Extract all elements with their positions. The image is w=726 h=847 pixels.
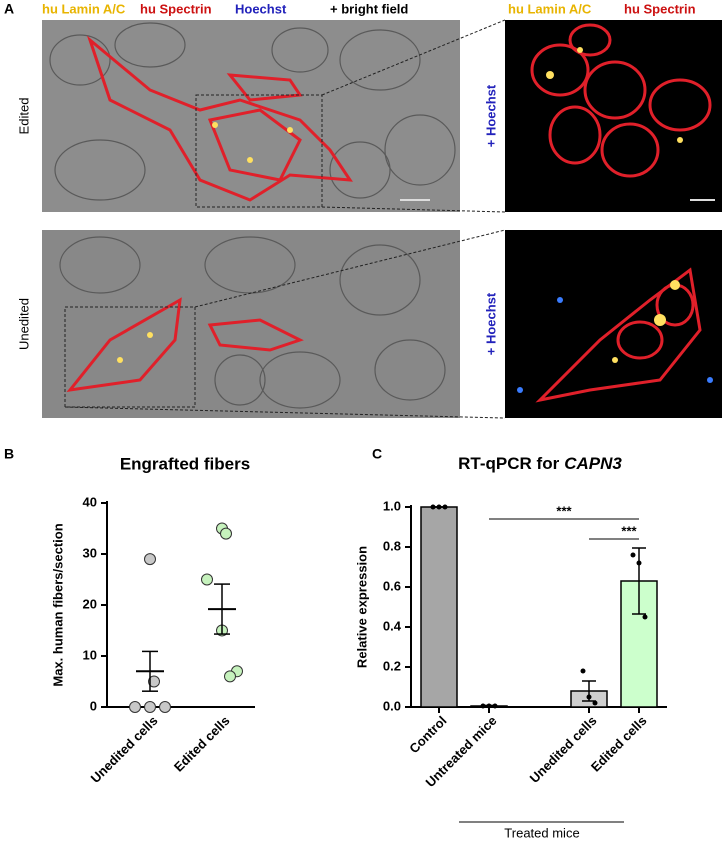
- data-point: [430, 504, 436, 510]
- zoom-line: [321, 19, 506, 96]
- data-point: [144, 701, 156, 713]
- micrograph: [42, 230, 460, 418]
- bar: [620, 580, 658, 708]
- y-tick-label: 0: [90, 698, 97, 713]
- x-tick-label: Unedited cells: [88, 713, 161, 786]
- data-point: [442, 504, 448, 510]
- chart-title: Engrafted fibers: [120, 454, 250, 473]
- micrograph: [42, 20, 460, 212]
- legend-text: + bright field: [330, 1, 408, 16]
- legend-text: hu Spectrin: [140, 1, 212, 16]
- inset-label: + Hoechst: [483, 292, 498, 355]
- x-tick-label: Edited cells: [171, 713, 233, 775]
- data-point: [492, 703, 498, 709]
- zoom-line: [321, 206, 506, 213]
- data-point: [580, 668, 586, 674]
- inset-label: + Hoechst: [483, 84, 498, 147]
- x-tick-label: Unedited cells: [527, 713, 600, 786]
- data-point: [129, 701, 141, 713]
- bar: [420, 506, 458, 708]
- data-point: [159, 701, 171, 713]
- row-label: Unedited: [16, 298, 31, 350]
- x-tick-label: Control: [406, 713, 449, 756]
- y-tick-label: 20: [83, 596, 97, 611]
- data-point: [436, 504, 442, 510]
- zoom-line: [64, 406, 506, 419]
- y-axis-label: Relative expression: [354, 546, 369, 668]
- legend-text: hu Lamin A/C: [42, 1, 126, 16]
- data-point: [144, 553, 156, 566]
- data-point: [592, 700, 598, 706]
- y-tick-label: 0.8: [383, 538, 401, 553]
- legend-text: hu Lamin A/C: [508, 1, 592, 16]
- data-point: [480, 703, 486, 709]
- data-point: [586, 694, 592, 700]
- significance-label: ***: [621, 523, 637, 538]
- row-label: Edited: [16, 98, 31, 135]
- y-tick-label: 10: [83, 647, 97, 662]
- panel-label: B: [4, 446, 14, 462]
- panel-label: A: [4, 1, 14, 17]
- chart-title: RT-qPCR for CAPN3: [458, 454, 622, 473]
- y-tick-label: 0.6: [383, 578, 401, 593]
- inset-micrograph: [505, 230, 722, 418]
- title-gene: CAPN3: [564, 454, 622, 473]
- y-tick-label: 40: [83, 494, 97, 509]
- data-point: [224, 670, 236, 683]
- data-point: [220, 527, 232, 540]
- data-point: [630, 552, 636, 558]
- y-tick-label: 30: [83, 545, 97, 560]
- data-point: [148, 675, 160, 688]
- panel-label: C: [372, 446, 382, 462]
- y-tick-label: 0.0: [383, 698, 401, 713]
- data-point: [642, 614, 648, 620]
- y-tick-label: 0.2: [383, 658, 401, 673]
- y-tick-label: 0.4: [383, 618, 402, 633]
- title-text: RT-qPCR for: [458, 454, 559, 473]
- group-label: Treated mice: [504, 825, 579, 840]
- inset-micrograph: [505, 20, 722, 212]
- zoom-line: [194, 229, 506, 308]
- y-tick-label: 1.0: [383, 498, 401, 513]
- legend-text: hu Spectrin: [624, 1, 696, 16]
- y-axis-label: Max. human fibers/section: [50, 523, 65, 686]
- data-point: [636, 560, 642, 566]
- legend-text: Hoechst: [235, 1, 287, 16]
- data-point: [201, 573, 213, 586]
- data-point: [486, 703, 492, 709]
- significance-label: ***: [556, 503, 572, 518]
